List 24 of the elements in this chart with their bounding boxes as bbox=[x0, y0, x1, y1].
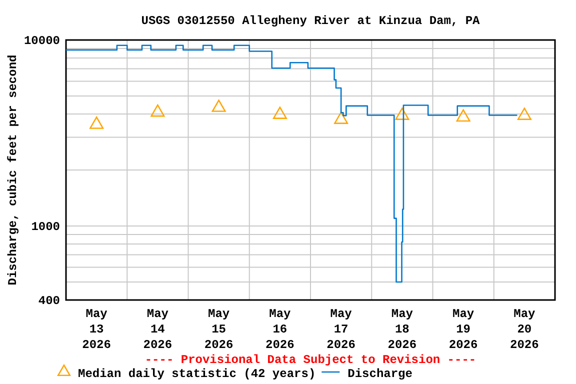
point bbox=[334, 112, 348, 124]
x-tick-label: May 16 2026 bbox=[266, 307, 294, 352]
x-tick-label: May 13 2026 bbox=[82, 307, 111, 352]
text: ---- Provisional Data Subject to Revision ---- bbox=[144, 353, 476, 367]
point bbox=[456, 109, 470, 122]
legend-label: Discharge bbox=[348, 367, 412, 381]
y-axis-title: Discharge, cubic feet per second bbox=[6, 54, 20, 286]
point bbox=[150, 104, 165, 117]
legend-label: Median daily statistic (42 years) bbox=[78, 367, 316, 381]
y-tick-label: 400 bbox=[38, 294, 60, 308]
x-tick-label: May 17 2026 bbox=[326, 307, 356, 352]
x-tick-label: May 14 2026 bbox=[143, 307, 172, 352]
point bbox=[395, 108, 410, 120]
x-tick-label: May 18 2026 bbox=[388, 307, 417, 352]
x-tick-label: May 19 2026 bbox=[448, 307, 478, 352]
x-tick-label: May 20 2026 bbox=[510, 307, 539, 352]
y-tick-label: 10000 bbox=[24, 34, 60, 48]
point bbox=[272, 106, 287, 119]
y-tick-label: 1000 bbox=[31, 220, 60, 234]
point bbox=[90, 116, 104, 129]
point bbox=[212, 100, 226, 112]
point bbox=[517, 108, 532, 120]
x-tick-label: May 15 2026 bbox=[204, 307, 234, 352]
chart-title: USGS 03012550 Allegheny River at Kinzua Dam, PA bbox=[141, 14, 481, 28]
